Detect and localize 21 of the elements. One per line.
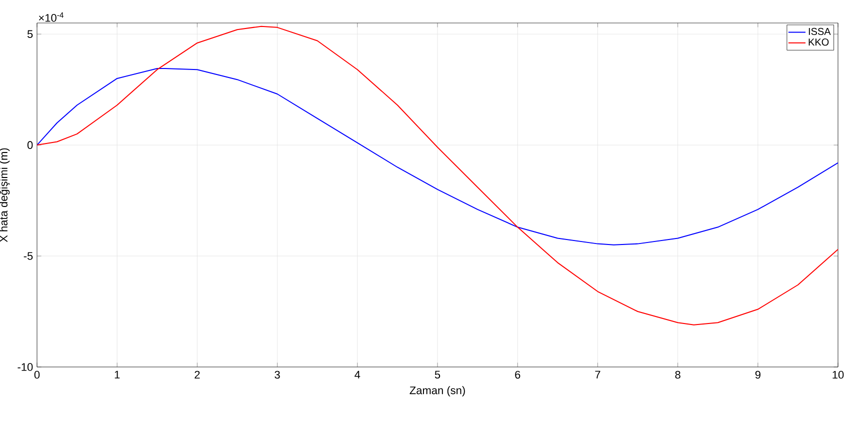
- x-tick-label: 4: [354, 370, 360, 378]
- x-tick-label: 2: [194, 370, 200, 379]
- line-series: [37, 68, 838, 246]
- x-tick-label: 6: [515, 370, 520, 379]
- y-tick-label: -5: [24, 252, 33, 260]
- y-tick-label: -10: [18, 363, 33, 371]
- legend-label: KKO: [808, 38, 829, 46]
- x-tick-label: 8: [675, 370, 680, 379]
- legend-label: ISSA: [808, 28, 831, 35]
- y-tick-label: 0: [27, 141, 33, 149]
- x-tick-label: 0: [34, 370, 40, 379]
- x-axis-title: Zaman (sn): [410, 386, 465, 396]
- line-series: [37, 26, 838, 326]
- text: ×10$^{-4}$: [38, 12, 64, 22]
- x-tick-label: 9: [755, 370, 760, 379]
- x-tick-label: 1: [114, 370, 120, 378]
- x-tick-label: 3: [274, 370, 280, 379]
- y-tick-label: 5: [27, 30, 33, 38]
- x-tick-label: 5: [434, 370, 440, 379]
- x-tick-label: 10: [832, 370, 844, 379]
- x-tick-label: 7: [595, 370, 600, 378]
